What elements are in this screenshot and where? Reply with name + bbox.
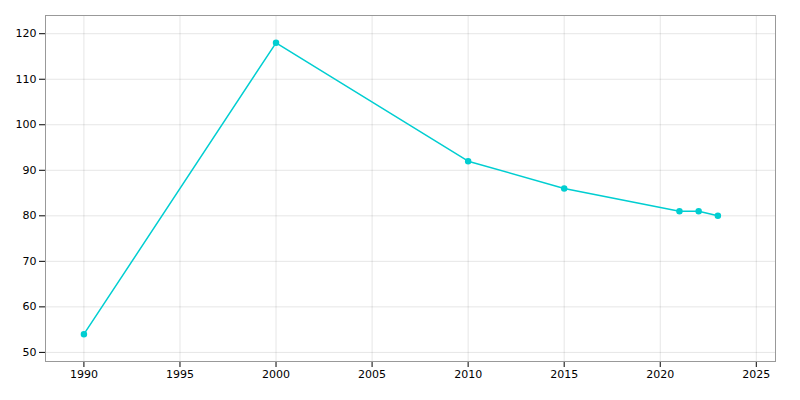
svg-text:90: 90	[23, 164, 37, 177]
svg-text:70: 70	[23, 255, 37, 268]
svg-text:80: 80	[23, 209, 37, 222]
svg-text:60: 60	[23, 300, 37, 313]
svg-text:2025: 2025	[742, 368, 770, 381]
svg-text:2000: 2000	[262, 368, 290, 381]
svg-text:1990: 1990	[70, 368, 98, 381]
svg-text:50: 50	[23, 346, 37, 359]
svg-text:1995: 1995	[166, 368, 194, 381]
svg-text:2010: 2010	[454, 368, 482, 381]
svg-text:2020: 2020	[646, 368, 674, 381]
svg-text:100: 100	[16, 118, 37, 131]
svg-text:2015: 2015	[550, 368, 578, 381]
svg-text:110: 110	[16, 73, 37, 86]
svg-text:120: 120	[16, 27, 37, 40]
svg-text:2005: 2005	[358, 368, 386, 381]
